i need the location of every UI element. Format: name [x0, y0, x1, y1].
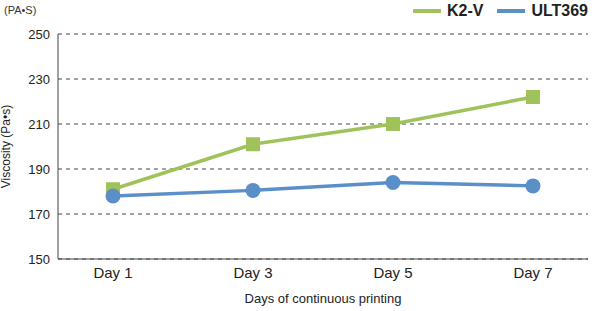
svg-text:Viscosity (Pa•s): Viscosity (Pa•s): [8, 105, 13, 188]
svg-text:170: 170: [28, 207, 50, 222]
svg-text:Days of continuous printing: Days of continuous printing: [245, 291, 402, 306]
html-text:ULT369: ULT369: [531, 2, 588, 19]
svg-text:150: 150: [28, 252, 50, 267]
html-text:(PA•S): (PA•S): [4, 4, 37, 16]
svg-text:190: 190: [28, 162, 50, 177]
svg-text:Day 3: Day 3: [233, 264, 272, 281]
svg-text:Day 7: Day 7: [513, 264, 552, 281]
svg-text:210: 210: [28, 117, 50, 132]
svg-text:Day 1: Day 1: [93, 264, 132, 281]
svg-text:250: 250: [28, 27, 50, 42]
svg-text:230: 230: [28, 72, 50, 87]
svg-text:Day 5: Day 5: [373, 264, 412, 281]
html-text:K2-V: K2-V: [446, 2, 484, 19]
